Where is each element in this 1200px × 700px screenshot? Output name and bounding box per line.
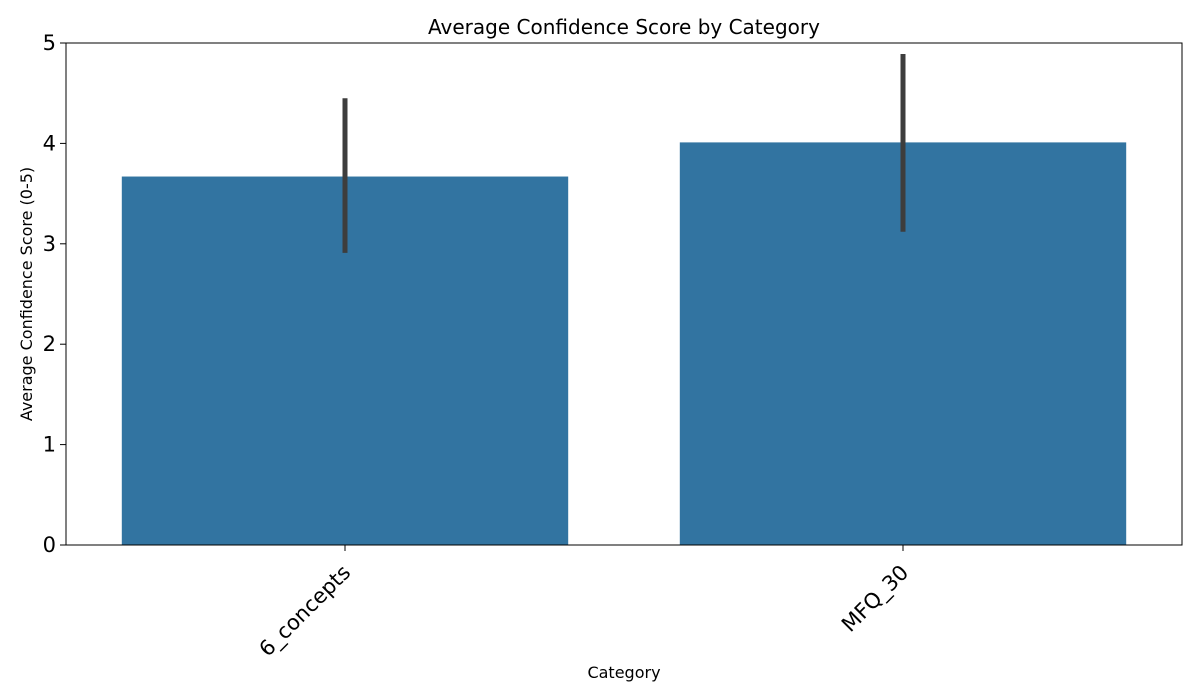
plot-frame (65, 42, 1183, 546)
y-tick-label-2: 2 (43, 332, 56, 356)
x-axis-label: Category (587, 663, 660, 682)
chart-title: Average Confidence Score by Category (428, 15, 820, 39)
y-tick-label-5: 5 (43, 31, 56, 55)
axes-layer (65, 42, 1183, 546)
x-tick-label-MFQ_30: MFQ_30 (837, 560, 914, 637)
y-axis-label: Average Confidence Score (0-5) (17, 167, 36, 421)
y-tick-label-4: 4 (43, 131, 56, 155)
y-tick-label-1: 1 (43, 433, 56, 457)
bars-layer (121, 142, 1127, 546)
error-bars-layer (342, 54, 906, 253)
y-tick-label-0: 0 (43, 533, 56, 557)
x-tick-label-6_concepts: 6_concepts (254, 560, 356, 662)
y-tick-label-3: 3 (43, 232, 56, 256)
